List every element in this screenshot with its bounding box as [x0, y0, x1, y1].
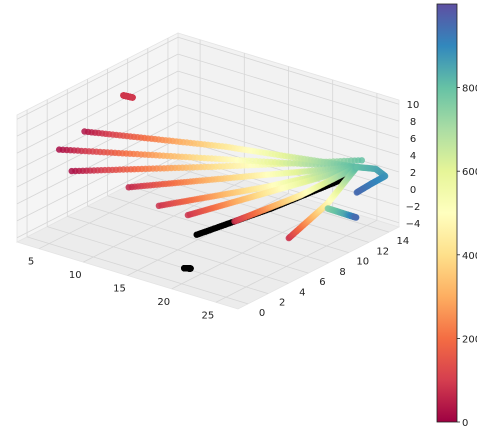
- y-tick-label: 6: [319, 277, 325, 288]
- grid-line: [16, 87, 179, 171]
- grid-line: [177, 36, 400, 105]
- x-tick-label: 5: [28, 257, 34, 268]
- x-tick-label: 15: [113, 284, 126, 295]
- colorbar-tick-label: 0: [462, 418, 468, 428]
- grid-line: [177, 87, 400, 156]
- y-tick-label: 10: [356, 257, 369, 268]
- z-tick-label: 0: [410, 185, 416, 196]
- y-tick-label: 12: [376, 246, 389, 257]
- data-point: [353, 214, 360, 221]
- grid-line: [26, 236, 249, 305]
- colorbar-tick-label: 600: [462, 167, 477, 178]
- z-tick-label: 8: [410, 117, 416, 128]
- data-point: [353, 189, 360, 196]
- grid-line: [127, 193, 289, 276]
- z-tick-label: −2: [406, 202, 421, 213]
- colorbar-ticks: 0 200 400 600 800: [457, 84, 477, 428]
- y-tick-label: 14: [397, 236, 410, 247]
- x-tick-label: 10: [69, 270, 82, 281]
- grid-line: [16, 53, 179, 137]
- grid-line: [67, 215, 289, 284]
- axis-ticks: 5 10 15 20 25 0 2 4 6 8 10 12 14 −4 −2 0 2 4 6 8 10: [28, 100, 420, 321]
- data-points: [56, 92, 389, 272]
- colorbar-tick-label: 400: [462, 251, 477, 262]
- grid-line: [16, 36, 179, 120]
- z-tick-label: 2: [410, 168, 416, 179]
- grid-line: [47, 226, 269, 295]
- grid-line: [167, 164, 390, 233]
- grid-line: [215, 219, 378, 303]
- z-tick-label: 4: [410, 151, 416, 162]
- colorbar-gradient: [436, 3, 458, 423]
- data-point: [358, 157, 365, 164]
- y-tick-label: 4: [299, 287, 305, 298]
- colorbar-tick-label: 200: [462, 334, 477, 345]
- colorbar-tick-label: 800: [462, 84, 477, 95]
- y-tick-label: 0: [259, 308, 265, 319]
- x-tick-label: 25: [202, 310, 215, 321]
- z-tick-label: 10: [407, 100, 420, 111]
- grid-line: [16, 70, 179, 154]
- side-pane: [16, 32, 179, 243]
- data-point-black: [187, 265, 194, 272]
- x-tick-label: 20: [157, 297, 170, 308]
- z-tick-label: 6: [410, 134, 416, 145]
- grid-line: [177, 53, 400, 122]
- z-tick-label: −4: [406, 219, 421, 230]
- grid-line: [87, 205, 309, 274]
- grid-line: [177, 70, 400, 139]
- y-tick-label: 8: [339, 267, 345, 278]
- colorbar: 0 200 400 600 800: [436, 3, 477, 428]
- y-tick-label: 2: [279, 298, 285, 309]
- data-point: [129, 94, 136, 101]
- grid-line: [16, 104, 179, 188]
